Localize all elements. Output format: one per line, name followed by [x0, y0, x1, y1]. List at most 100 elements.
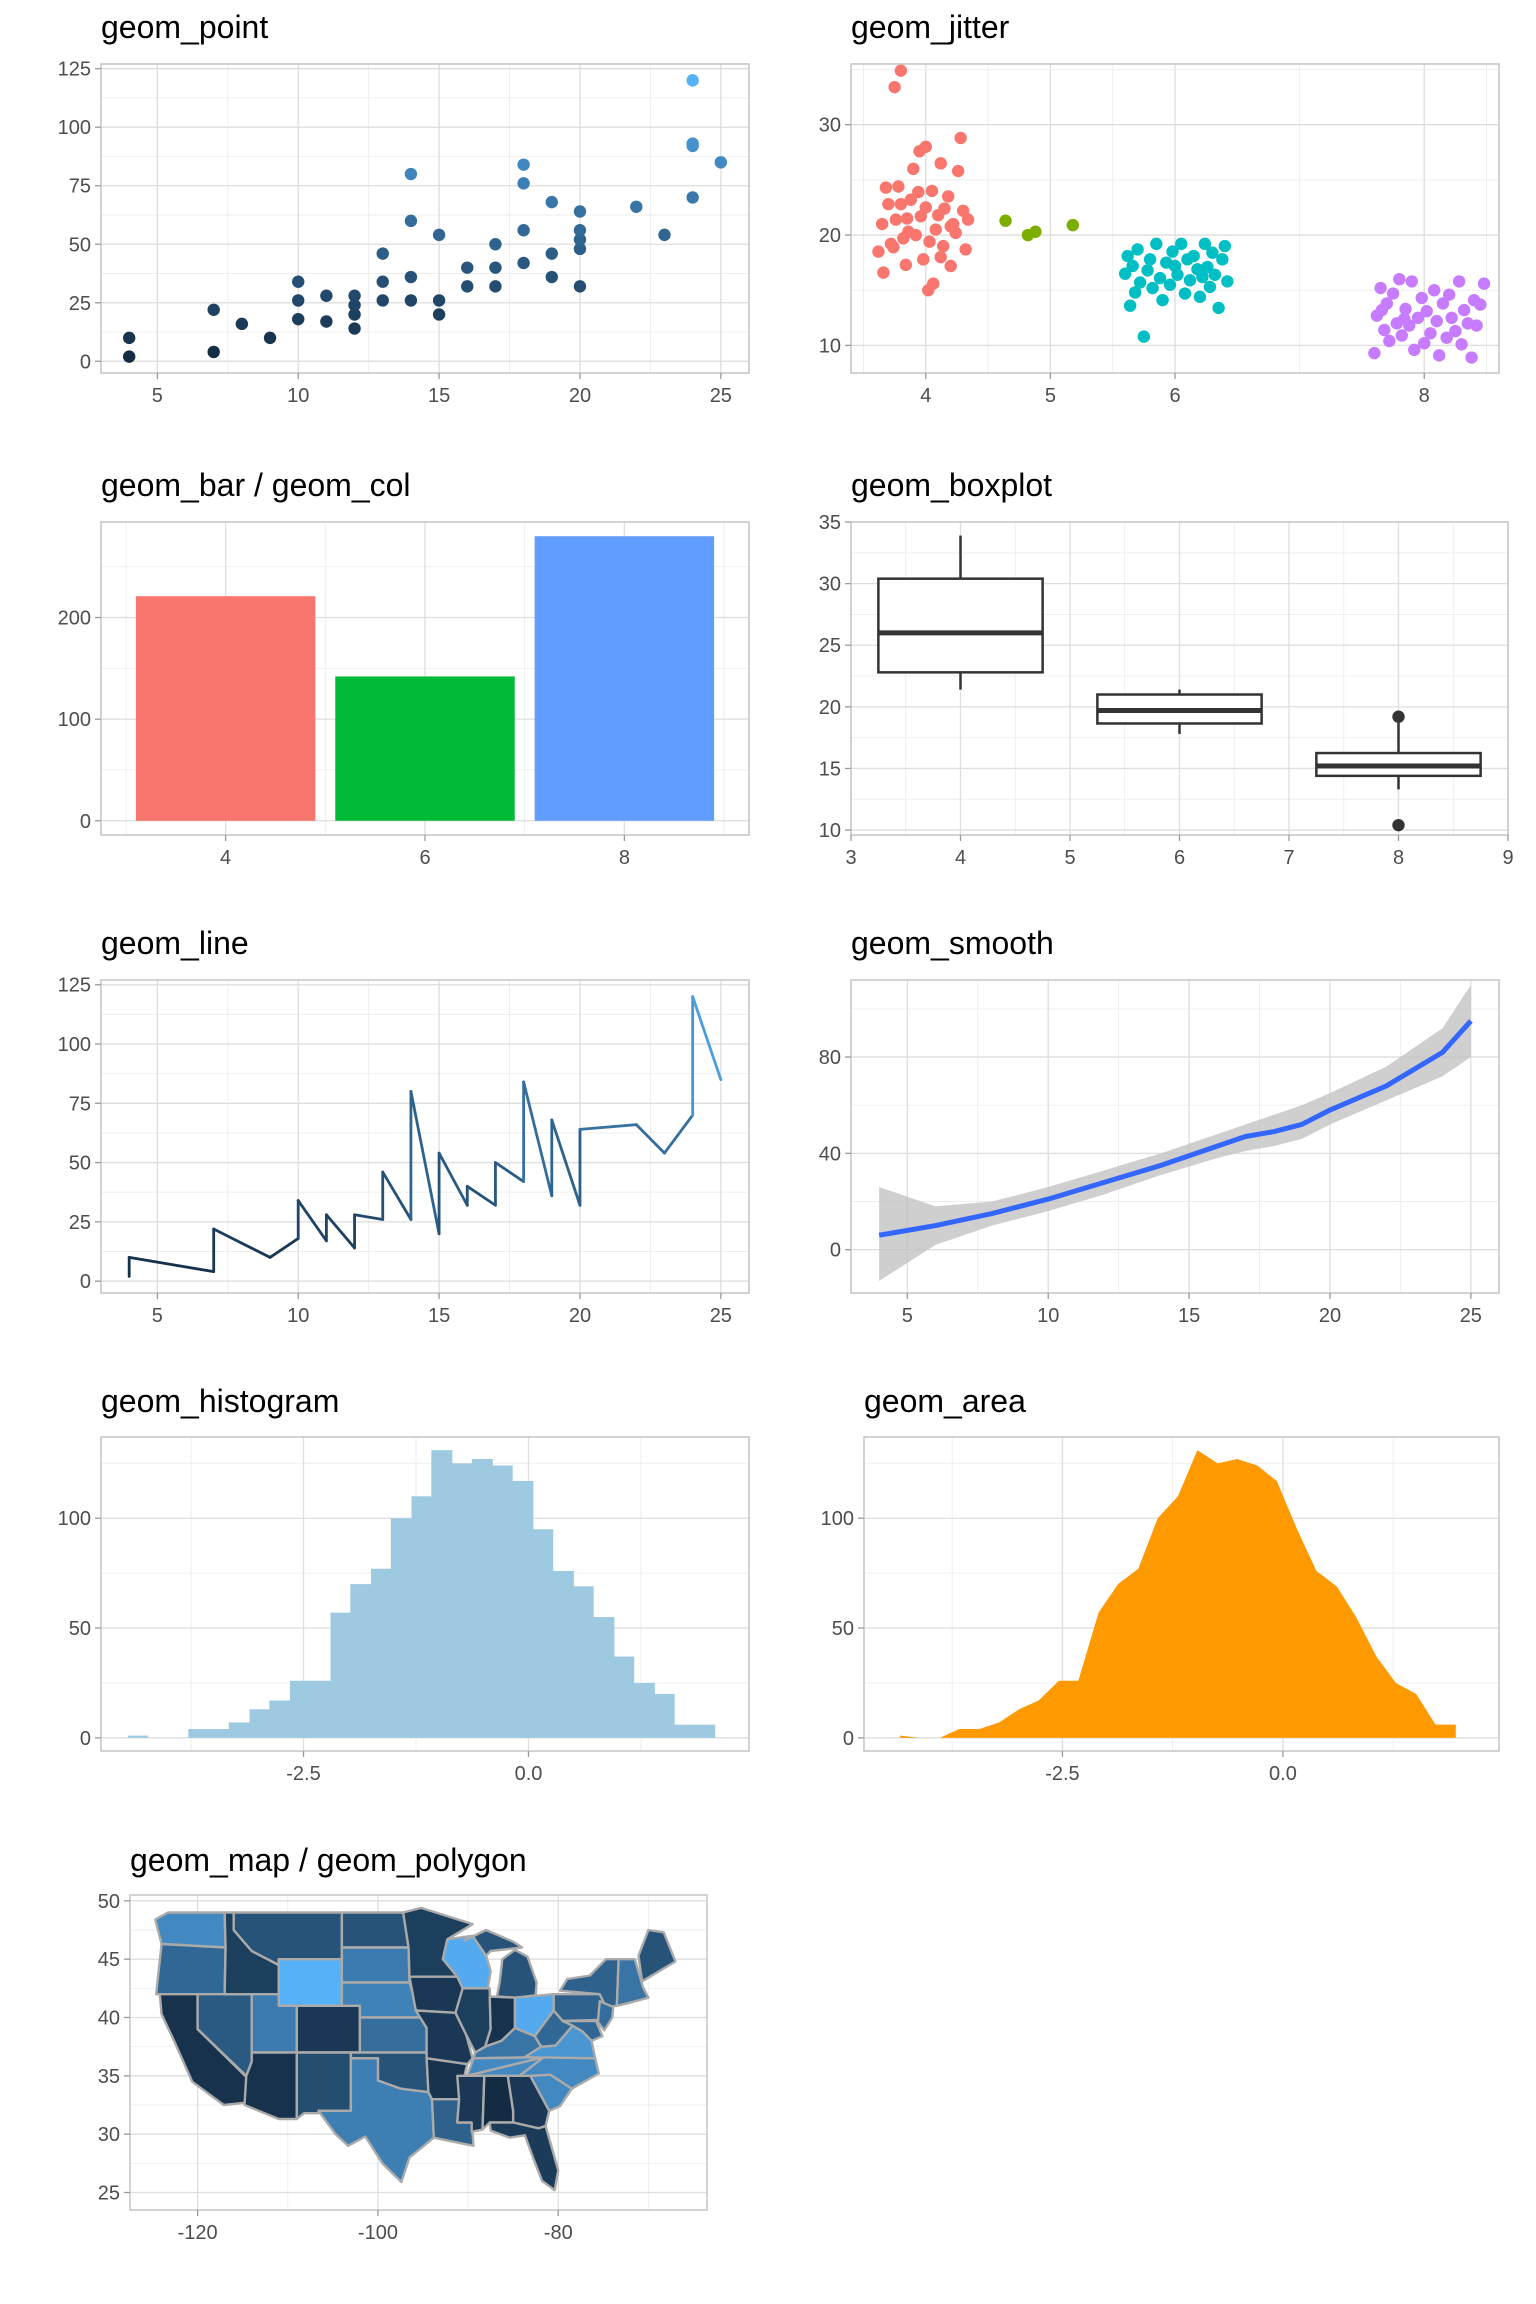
chart-title: geom_histogram: [101, 1383, 339, 1419]
data-point: [517, 224, 530, 237]
data-point: [923, 235, 936, 248]
plot-frame: [863, 1436, 1500, 1752]
y-tick-label: 40: [819, 1143, 841, 1165]
data-point: [1420, 305, 1433, 318]
histogram-bin: [350, 1584, 372, 1738]
data-point: [348, 322, 361, 335]
data-point: [900, 212, 914, 225]
data-point: [1424, 327, 1437, 340]
x-tick-label: 9: [1502, 847, 1513, 869]
data-point: [927, 277, 940, 290]
smooth-line: [878, 1019, 1473, 1238]
x-tick-label: 4: [220, 847, 231, 869]
y-tick-label: 0: [80, 1271, 91, 1293]
data-point: [1198, 237, 1212, 251]
x-tick-label: 25: [710, 1305, 732, 1327]
panel-geom-histogram: geom_histogram -2.5 0.0 0 50 100: [58, 1383, 750, 1785]
data-point: [1201, 260, 1214, 274]
y-tick-label: 75: [69, 176, 91, 198]
line-segment: [324, 1213, 356, 1250]
histogram-bin: [471, 1458, 493, 1738]
data-point: [925, 184, 939, 198]
y-tick-label: 100: [58, 1508, 91, 1530]
data-point: [879, 181, 893, 194]
x-tick-label: 5: [902, 1305, 913, 1327]
histogram-bin: [128, 1735, 149, 1738]
x-tick-label: 5: [152, 1305, 163, 1327]
data-point: [892, 180, 905, 193]
data-point: [1187, 249, 1200, 263]
histogram-bin: [371, 1568, 392, 1738]
panel-geom-boxplot: geom_boxplot 3 4 5 6 7 8 9 10 15 20 25 30 35: [819, 467, 1514, 869]
histogram-bin: [573, 1586, 594, 1738]
data-point: [573, 205, 587, 218]
y-tick-label: 20: [819, 697, 841, 719]
y-tick-label: 50: [98, 1891, 120, 1913]
data-point: [1166, 245, 1179, 258]
data-point: [573, 242, 587, 256]
data-point: [545, 270, 558, 284]
data-point: [1386, 287, 1400, 300]
data-point: [1375, 303, 1389, 317]
line-segment: [494, 1161, 526, 1183]
x-tick-label: 5: [152, 385, 163, 407]
data-point: [1398, 312, 1411, 326]
data-point: [1203, 280, 1217, 294]
data-point: [1415, 291, 1428, 305]
data-point: [292, 294, 305, 307]
y-tick-label: 35: [819, 512, 841, 534]
y-tick-label: 0: [80, 351, 91, 373]
data-point: [937, 239, 950, 253]
data-point: [951, 164, 965, 178]
bar-4: [135, 596, 316, 821]
data-point: [934, 250, 947, 264]
data-point: [1445, 311, 1458, 325]
grid: [101, 980, 749, 1293]
histogram-bin: [209, 1729, 230, 1738]
line-segment: [381, 1170, 413, 1221]
histogram-bin: [452, 1463, 473, 1738]
line-segment: [550, 1118, 582, 1207]
data-point: [1118, 267, 1132, 280]
data-point: [1123, 299, 1137, 312]
data-point: [1175, 237, 1188, 251]
series-8: [1368, 272, 1491, 364]
data-point: [489, 261, 502, 274]
plot-area: [851, 980, 1499, 1293]
data-point: [404, 167, 418, 181]
marks: [128, 1450, 716, 1738]
y-tick-label: 50: [69, 234, 91, 256]
data-point: [714, 156, 728, 169]
y-tick-label: 50: [69, 1153, 91, 1175]
data-point: [461, 280, 474, 293]
y-tick-label: 40: [98, 2008, 120, 2030]
marks: [877, 535, 1482, 832]
y-tick-label: 0: [80, 811, 91, 833]
y-tick-label: 100: [58, 1034, 91, 1056]
line-segment: [353, 1213, 385, 1221]
data-point: [944, 259, 957, 273]
x-tick-label: -80: [544, 2222, 573, 2244]
data-point: [545, 247, 558, 260]
line-segment: [691, 995, 723, 1081]
data-point: [872, 245, 885, 258]
data-point: [320, 315, 333, 328]
data-point: [1178, 287, 1192, 300]
marks: [872, 64, 1491, 364]
chart-title: geom_map / geom_polygon: [130, 1842, 527, 1878]
x-tick-label: 25: [710, 385, 732, 407]
data-point: [902, 225, 915, 238]
data-point: [489, 238, 502, 251]
data-point: [461, 261, 474, 274]
histogram-bin: [492, 1465, 513, 1738]
x-tick-label: 15: [428, 1305, 450, 1327]
marks: [154, 1906, 677, 2192]
data-point: [573, 280, 587, 293]
data-point: [1163, 278, 1177, 291]
data-point: [1399, 302, 1412, 316]
data-point: [658, 228, 671, 242]
x-tick-label: 6: [1174, 847, 1185, 869]
state-MS: [456, 2074, 486, 2134]
histogram-bin: [695, 1724, 716, 1738]
y-tick-label: 80: [819, 1047, 841, 1069]
